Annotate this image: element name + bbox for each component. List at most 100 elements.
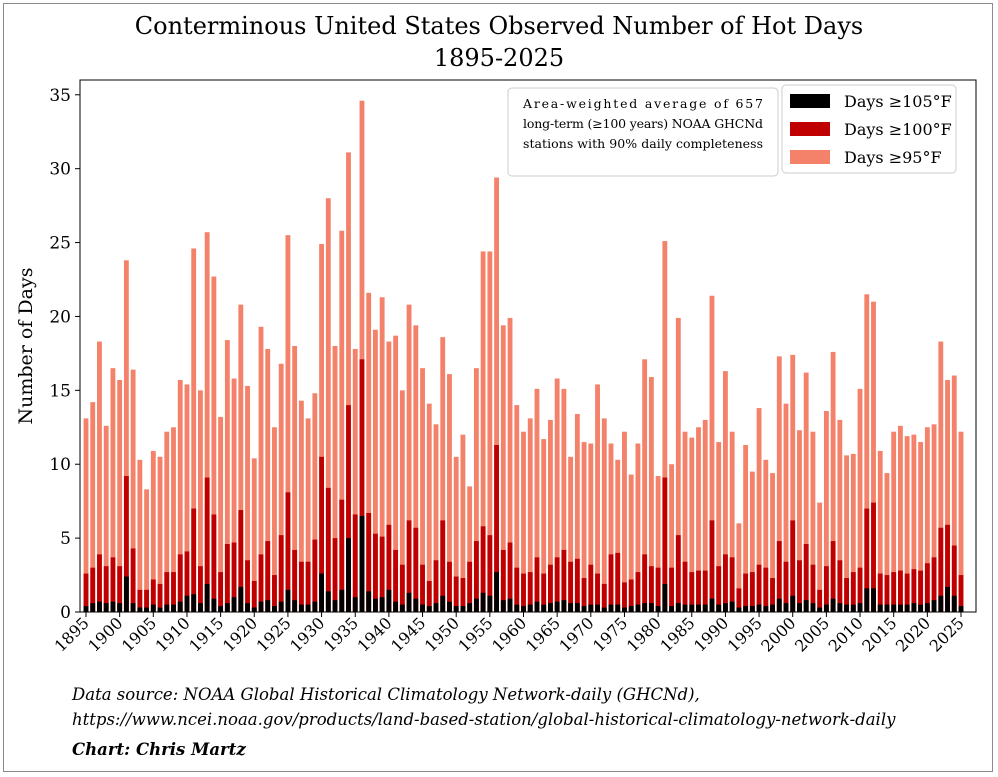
bar-100f-1973 [608,554,614,612]
bar-95f-1921 [258,326,264,612]
bar-95f-1926 [292,346,298,612]
bar-95f-1977 [635,443,641,612]
bar-100f-1935 [352,514,358,612]
bar-100f-1974 [615,552,621,612]
annotation-background [507,87,779,177]
bar-105f-1938 [373,598,378,612]
bar-100f-1924 [278,535,284,612]
bar-105f-1952 [467,603,473,612]
bar-100f-1971 [595,573,600,612]
bar-95f-2008 [844,455,849,612]
x-tick-label: 2015 [858,613,900,655]
bar-105f-1956 [494,572,499,612]
x-tick-label: 1920 [219,613,261,655]
bar-100f-2020 [924,563,930,612]
bar-95f-1992 [736,523,742,612]
bar-95f-1979 [648,377,654,612]
x-tick-label: 1895 [51,613,93,655]
bar-95f-1948 [440,337,446,612]
bar-95f-1929 [312,393,318,612]
bar-105f-1919 [245,603,250,612]
bar-100f-1897 [97,554,102,612]
bar-105f-1927 [298,604,304,612]
x-tick-label: 1910 [152,613,194,655]
bar-100f-2022 [938,527,944,612]
bar-95f-1907 [164,431,170,612]
bar-105f-2007 [837,603,843,612]
bar-95f-1965 [554,378,560,612]
y-tick-label: 25 [49,234,71,254]
bar-100f-1980 [655,567,661,612]
bar-105f-2023 [945,586,950,612]
bar-95f-1988 [709,295,715,612]
bar-100f-1981 [662,477,668,612]
bar-100f-1918 [238,510,244,612]
bar-100f-1908 [171,572,176,612]
bar-105f-1908 [171,604,176,612]
bar-95f-1961 [527,418,533,612]
bar-95f-1990 [723,371,728,612]
bar-95f-2019 [918,442,924,612]
bar-95f-1981 [662,241,668,613]
bar-105f-1993 [743,606,749,612]
bar-105f-1895 [83,606,89,612]
y-tick-label: 20 [49,307,71,327]
bar-95f-1924 [278,363,284,612]
bar-100f-1911 [191,508,197,612]
bar-105f-2020 [924,603,930,612]
bar-100f-1895 [83,573,89,612]
bar-105f-1923 [272,606,277,612]
bar-105f-1959 [514,604,520,612]
bar-105f-1932 [332,600,338,612]
bar-105f-1974 [615,604,621,612]
bar-95f-1953 [473,368,479,612]
bar-100f-1983 [675,535,681,612]
bar-95f-1909 [177,379,183,612]
chart-credit: Chart: Chris Martz [72,740,246,759]
bar-105f-1982 [669,606,674,612]
bar-95f-1912 [198,390,203,612]
bar-95f-1958 [507,317,513,612]
bar-95f-2024 [951,375,957,612]
bar-95f-1957 [500,325,506,612]
bar-105f-1945 [420,604,425,612]
annotation-box: Area-weighted average of 657 long-term (≥… [507,87,779,177]
bar-105f-1949 [447,601,452,612]
bar-95f-1911 [191,248,197,612]
bar-105f-1976 [628,606,634,612]
bar-95f-1916 [224,340,230,612]
bar-105f-1925 [285,589,291,612]
bar-105f-1937 [366,591,372,612]
bar-105f-1934 [346,538,351,612]
bar-105f-2016 [898,604,903,612]
x-tick-label: 2020 [892,613,934,655]
y-tick-label: 0 [60,603,71,623]
bar-100f-1904 [144,589,149,612]
x-tick-label: 1985 [656,613,698,655]
data-source-line-2: https://www.ncei.noaa.gov/products/land-… [72,710,896,729]
bar-95f-1967 [568,456,574,612]
bar-95f-1927 [298,400,304,612]
bar-100f-1909 [177,554,183,612]
bar-100f-1944 [413,527,419,612]
bar-95f-1974 [615,459,621,612]
bar-100f-1964 [548,564,553,612]
bar-105f-1940 [386,589,392,612]
bar-100f-1979 [648,566,654,612]
bar-105f-1920 [251,607,257,612]
bar-95f-1976 [628,474,634,612]
bar-95f-1972 [601,418,607,612]
bar-100f-1907 [164,572,170,612]
bar-105f-1985 [689,604,695,612]
bar-100f-1967 [568,561,574,612]
legend-label: Days ≥105°F [844,92,952,111]
bar-105f-1987 [702,604,708,612]
bar-100f-1945 [420,564,425,612]
bar-95f-1940 [386,341,392,612]
bar-100f-1919 [245,560,250,612]
bar-95f-2009 [850,453,856,612]
legend-label: Days ≥100°F [844,120,952,139]
bar-100f-1949 [447,561,452,612]
bar-95f-1937 [366,292,372,612]
bar-100f-1906 [157,583,163,612]
